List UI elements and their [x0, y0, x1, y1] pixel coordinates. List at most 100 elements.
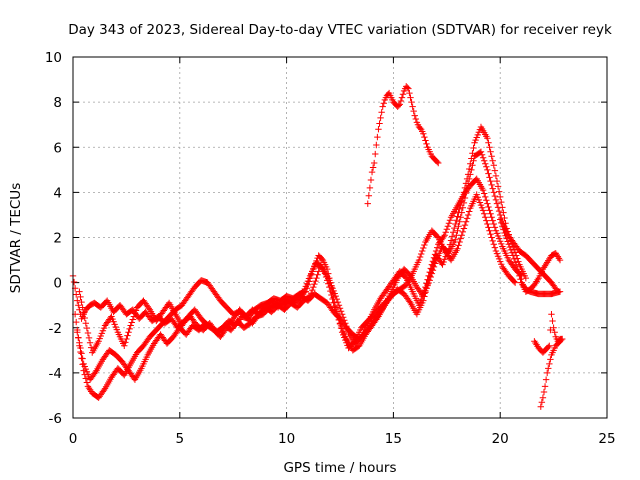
data-point: [74, 297, 81, 304]
data-point: [493, 177, 501, 185]
data-point: [121, 342, 128, 349]
data-point: [464, 171, 472, 178]
data-point: [126, 325, 133, 333]
data-point: [368, 168, 376, 176]
y-axis-label: SDTVAR / TECUs: [8, 183, 24, 293]
data-point: [541, 383, 549, 390]
data-point: [491, 167, 499, 174]
data-point: [497, 193, 504, 201]
data-point: [495, 207, 503, 215]
data-point: [457, 213, 464, 221]
data-point: [506, 243, 514, 251]
data-point: [543, 369, 551, 377]
data-point: [464, 211, 472, 219]
data-point: [504, 238, 511, 245]
data-point: [450, 229, 457, 236]
data-point: [447, 237, 455, 244]
data-point: [76, 288, 83, 295]
data-point: [442, 229, 449, 236]
y-tick-label: 6: [53, 140, 62, 156]
data-point: [431, 251, 439, 258]
data-point: [485, 170, 492, 177]
data-point: [556, 256, 564, 264]
data-point: [445, 220, 453, 227]
data-point: [502, 232, 509, 240]
data-point: [433, 158, 441, 166]
data-point: [545, 343, 552, 351]
data-point: [429, 257, 437, 265]
data-point: [410, 107, 417, 115]
data-point: [338, 311, 346, 318]
data-point: [415, 256, 423, 264]
data-point: [416, 124, 424, 132]
data-point: [376, 120, 383, 127]
data-point: [479, 154, 487, 161]
data-point: [488, 234, 495, 241]
data-point: [550, 324, 557, 331]
data-point: [507, 246, 515, 254]
data-point: [330, 299, 337, 307]
data-point: [513, 262, 520, 269]
data-point: [504, 228, 511, 235]
data-point: [547, 326, 554, 334]
data-point: [432, 247, 440, 255]
data-point: [484, 166, 491, 174]
data-point: [397, 97, 405, 105]
data-point: [132, 307, 140, 314]
data-point: [445, 245, 453, 252]
y-tick-label: 10: [45, 50, 62, 66]
data-point: [399, 91, 407, 98]
data-point: [332, 292, 339, 300]
data-point: [489, 217, 496, 224]
data-point: [82, 320, 90, 327]
data-point: [454, 227, 461, 234]
data-point: [462, 180, 470, 187]
data-point: [486, 207, 493, 214]
data-point: [491, 192, 499, 200]
data-point: [453, 232, 460, 239]
data-point: [490, 241, 497, 248]
data-point: [423, 140, 430, 148]
data-point: [328, 291, 335, 299]
data-point: [488, 181, 495, 189]
data-point: [454, 245, 461, 252]
data-point: [492, 172, 500, 180]
data-point: [485, 224, 492, 231]
data-point: [314, 271, 321, 278]
data-point: [486, 227, 493, 234]
data-point: [365, 192, 373, 199]
data-point: [416, 298, 424, 306]
grid-lines: [73, 57, 607, 418]
data-point: [73, 291, 80, 298]
data-point: [313, 274, 320, 282]
data-point: [503, 225, 510, 232]
data-point: [405, 85, 412, 92]
data-point: [364, 200, 371, 207]
data-point: [493, 200, 501, 207]
data-point: [417, 250, 425, 258]
data-point: [482, 160, 489, 167]
data-point: [546, 342, 553, 349]
data-point: [369, 164, 377, 171]
data-point: [422, 137, 429, 144]
data-point: [423, 280, 430, 287]
data-point: [421, 241, 428, 249]
data-point: [500, 209, 507, 216]
data-point: [547, 356, 554, 363]
data-point: [75, 301, 82, 309]
data-point: [463, 215, 471, 222]
data-point: [487, 210, 494, 218]
data-point: [542, 376, 550, 383]
data-point: [78, 298, 85, 306]
data-point: [416, 253, 424, 261]
data-point: [422, 283, 429, 291]
x-tick-label: 5: [176, 431, 185, 447]
data-point: [408, 98, 415, 106]
data-point: [79, 304, 86, 311]
data-point: [482, 193, 489, 201]
data-point: [342, 320, 349, 327]
data-point: [78, 350, 85, 357]
data-point: [443, 226, 450, 233]
data-point: [488, 213, 495, 221]
